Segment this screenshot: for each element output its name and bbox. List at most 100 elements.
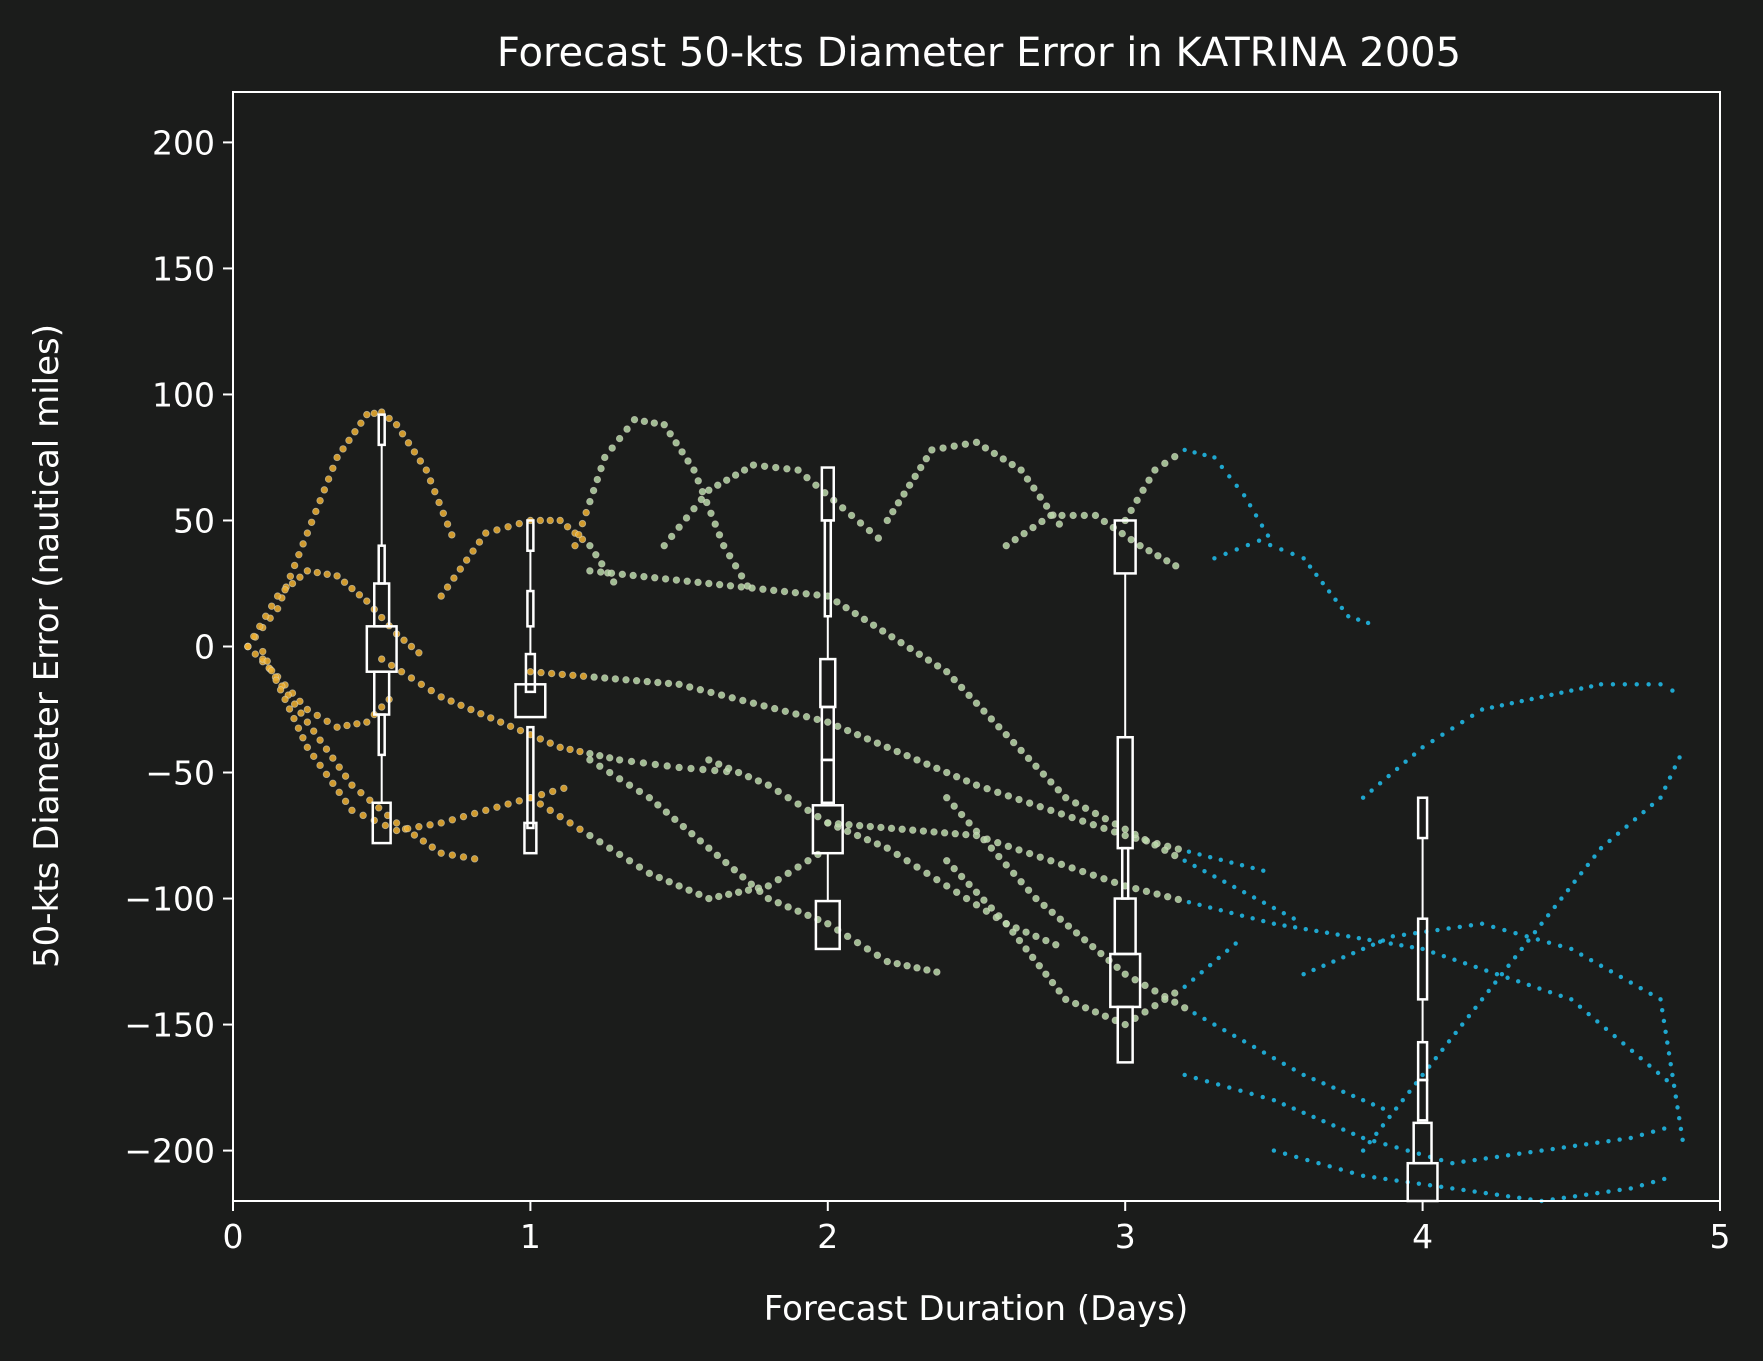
scatter-point	[1489, 705, 1495, 710]
scatter-point	[1271, 921, 1277, 926]
scatter-point	[487, 714, 495, 722]
scatter-point	[606, 768, 614, 777]
scatter-point	[1370, 942, 1376, 947]
scatter-point	[980, 896, 988, 904]
scatter-point	[1545, 913, 1551, 918]
scatter-point	[1141, 981, 1149, 990]
scatter-point	[1360, 1097, 1366, 1103]
scatter-point	[1151, 987, 1159, 995]
scatter-point	[866, 822, 874, 831]
scatter-point	[1089, 821, 1098, 829]
scatter-point	[995, 852, 1003, 861]
scatter-point	[450, 574, 458, 582]
scatter-point	[1393, 1106, 1399, 1111]
scatter-point	[290, 700, 299, 708]
scatter-point	[1091, 809, 1100, 818]
scatter-point	[1054, 786, 1062, 794]
scatter-point	[1239, 913, 1245, 918]
scatter-point	[919, 827, 928, 835]
scatter-point	[660, 541, 668, 550]
scatter-point	[1499, 971, 1505, 977]
scatter-point	[730, 866, 739, 874]
scatter-point	[933, 968, 941, 976]
scatter-point	[1307, 564, 1313, 569]
scatter-point	[378, 613, 386, 622]
scatter-point	[1056, 915, 1065, 923]
scatter-point	[363, 718, 371, 726]
scatter-point	[965, 819, 973, 827]
scatter-point	[1291, 1067, 1296, 1072]
scatter-point	[1036, 493, 1044, 501]
scatter-point	[1335, 932, 1340, 937]
scatter-point	[933, 662, 942, 670]
scatter-point	[1420, 745, 1425, 750]
scatter-point	[1121, 825, 1129, 833]
scatter-point	[972, 831, 981, 840]
scatter-point	[760, 462, 769, 470]
scatter-point	[1639, 1183, 1645, 1188]
scatter-point	[995, 723, 1003, 731]
scatter-point	[1479, 997, 1485, 1002]
scatter-point	[995, 912, 1003, 920]
scatter-point	[682, 514, 691, 522]
scatter-point	[845, 821, 853, 829]
scatter-point	[1446, 926, 1451, 931]
scatter-point	[316, 496, 324, 505]
scatter-point	[1394, 1145, 1399, 1150]
scatter-point	[1440, 1047, 1445, 1052]
scatter-point	[1055, 987, 1063, 995]
scatter-point	[952, 888, 961, 896]
scatter-point	[1453, 1030, 1458, 1036]
scatter-point	[678, 448, 686, 456]
scatter-point	[897, 638, 905, 647]
scatter-point	[586, 497, 594, 506]
scatter-point	[590, 673, 598, 681]
scatter-point	[335, 763, 343, 771]
scatter-point	[645, 869, 654, 878]
scatter-point	[547, 669, 556, 678]
scatter-point	[435, 498, 443, 507]
scatter-point	[1499, 703, 1505, 708]
scatter-point	[696, 837, 705, 845]
scatter-point	[316, 761, 324, 770]
scatter-point	[1100, 824, 1108, 833]
scatter-point	[1598, 682, 1604, 687]
scatter-point	[593, 475, 602, 484]
scatter-point	[1595, 1140, 1600, 1145]
scatter-point	[1632, 817, 1638, 822]
scatter-point	[928, 446, 936, 454]
scatter-point	[1438, 1184, 1444, 1190]
scatter-point	[1259, 523, 1265, 528]
scatter-point	[715, 580, 724, 589]
scatter-point	[598, 560, 606, 568]
scatter-point	[415, 649, 423, 657]
scatter-point	[1450, 1160, 1455, 1166]
scatter-point	[690, 466, 698, 474]
scatter-point	[1662, 1176, 1667, 1182]
scatter-point	[794, 863, 802, 871]
scatter-point	[1048, 978, 1057, 987]
scatter-point	[675, 763, 683, 772]
scatter-point	[1662, 1126, 1667, 1131]
scatter-point	[609, 578, 618, 586]
scatter-point	[1621, 1041, 1626, 1046]
scatter-point	[1072, 929, 1081, 937]
scatter-point	[504, 523, 512, 531]
scatter-point	[1127, 535, 1135, 544]
scatter-point	[1022, 928, 1030, 936]
scatter-point	[1509, 701, 1515, 706]
scatter-point	[1483, 1156, 1488, 1161]
scatter-point	[1670, 688, 1675, 693]
scatter-point	[734, 888, 743, 896]
scatter-point	[1251, 1044, 1257, 1050]
scatter-point	[770, 704, 779, 713]
scatter-point	[802, 590, 810, 598]
scatter-point	[893, 850, 901, 859]
scatter-point	[760, 702, 768, 710]
y-axis-label: 50-kts Diameter Error (nautical miles)	[27, 324, 67, 968]
scatter-point	[1579, 686, 1584, 691]
scatter-point	[1245, 542, 1251, 548]
scatter-point	[843, 726, 852, 735]
scatter-point	[586, 541, 594, 550]
scatter-point	[1253, 513, 1259, 518]
